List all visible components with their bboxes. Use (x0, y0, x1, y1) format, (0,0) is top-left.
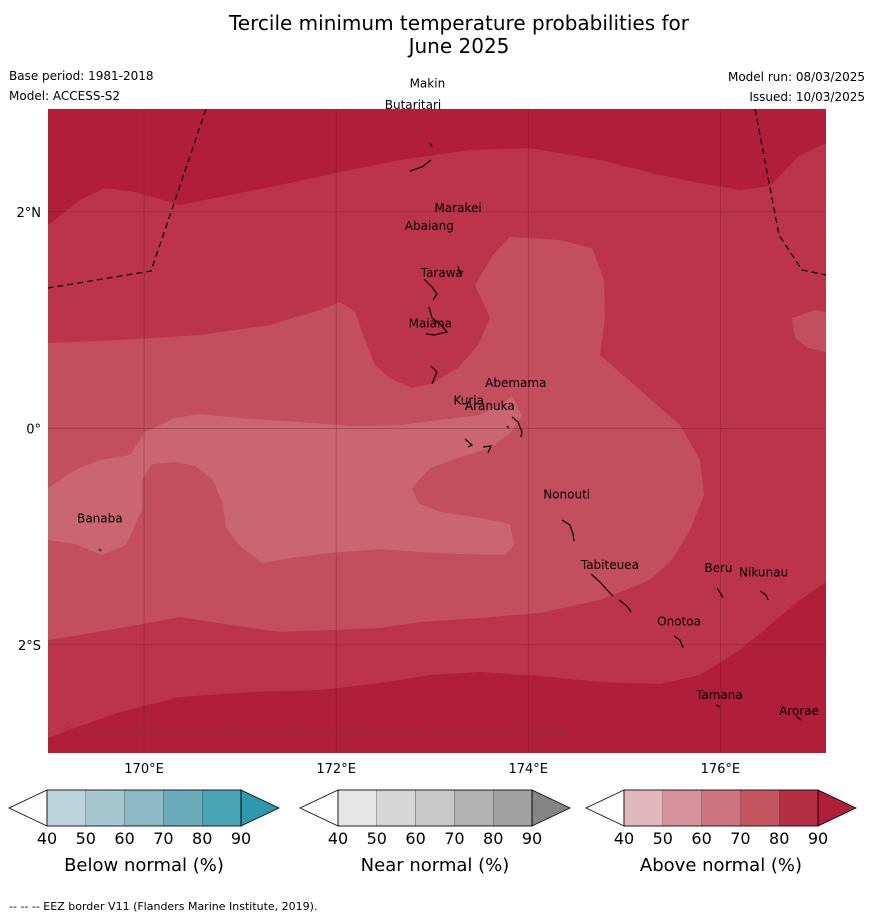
place-label: Tarawa (420, 266, 463, 280)
place-labels: Makin Butaritari Marakei Abaiang Tarawa Maian… (77, 76, 819, 718)
colorbar-segment (163, 789, 203, 827)
colorbar-label: Near normal (%) (361, 855, 510, 876)
colorbar-over-triangle (817, 789, 857, 827)
probability-field (48, 109, 826, 753)
place-label: Marakei (435, 201, 482, 215)
colorbar-legends: 40 50 60 70 80 90 Below normal (%) 40 50 60 70 80 90… (8, 789, 857, 876)
colorbar-segment (337, 789, 377, 827)
colorbar-segment (454, 789, 494, 827)
lon-tick-label: 170°E (124, 762, 164, 777)
place-label: Kuria (453, 393, 484, 407)
colorbar-segment (662, 789, 702, 827)
colorbar-segment (779, 789, 819, 827)
colorbar-tick: 40 (614, 829, 634, 848)
colorbar-tick: 40 (37, 829, 57, 848)
colorbar-tick: 70 (444, 829, 464, 848)
colorbar-tick: 80 (192, 829, 212, 848)
colorbar-segment (85, 789, 125, 827)
eez-border-note: -- -- -- EEZ border V11 (Flanders Marine… (9, 900, 318, 913)
lon-tick-label: 174°E (508, 762, 548, 777)
colorbar-tick: 80 (769, 829, 789, 848)
colorbar-segment (740, 789, 780, 827)
colorbar-segment (415, 789, 455, 827)
meta-right: Model run: 08/03/2025 Issued: 10/03/2025 (728, 67, 865, 107)
place-label: Abaiang (405, 219, 454, 233)
colorbar-tick: 60 (114, 829, 134, 848)
colorbar-tick: 80 (483, 829, 503, 848)
place-label: Beru (704, 561, 732, 575)
lon-tick-label: 172°E (316, 762, 356, 777)
place-label: Abemama (485, 376, 546, 390)
model-run: Model run: 08/03/2025 (727, 70, 865, 84)
issued-date: Issued: 10/03/2025 (749, 90, 865, 104)
band-60-70-patch (792, 310, 826, 352)
place-label: Nonouti (543, 488, 590, 502)
meta-left: Base period: 1981-2018 Model: ACCESS-S2 (9, 66, 154, 106)
band-50-60 (48, 396, 522, 563)
colorbar-over-triangle (531, 789, 571, 827)
colorbar-frame (623, 789, 819, 827)
colorbar-segment (493, 789, 533, 827)
place-label: Nikunau (739, 566, 788, 580)
place-label: Tabiteuea (580, 558, 639, 572)
base-period: Base period: 1981-2018 (9, 69, 154, 83)
colorbar-under-triangle (299, 789, 339, 827)
place-label: Makin (410, 76, 446, 90)
title-line-1: Tercile minimum temperature probabilitie… (228, 11, 690, 35)
colorbar-segment (376, 789, 416, 827)
graticule (48, 109, 826, 753)
place-label: Onotoa (657, 614, 701, 628)
colorbar-0: 40 50 60 70 80 90 Below normal (%) (8, 789, 280, 876)
colorbar-tick: 90 (231, 829, 251, 848)
colorbar-segment (124, 789, 164, 827)
place-label: Maiana (409, 317, 452, 331)
lat-tick-label: 0° (26, 422, 41, 437)
place-label: Tamana (695, 688, 743, 702)
colorbar-over-triangle (240, 789, 280, 827)
colorbar-tick: 50 (653, 829, 673, 848)
colorbar-segment (701, 789, 741, 827)
colorbar-tick: 60 (691, 829, 711, 848)
colorbar-frame (337, 789, 533, 827)
colorbar-tick: 70 (153, 829, 173, 848)
lon-tick-label: 176°E (701, 762, 741, 777)
place-label: Banaba (77, 511, 123, 525)
colorbar-tick: 60 (405, 829, 425, 848)
island-outlines (98, 142, 802, 721)
colorbar-2: 40 50 60 70 80 90 Above normal (%) (585, 789, 857, 876)
colorbar-label: Above normal (%) (640, 855, 802, 876)
map-title: Tercile minimum temperature probabilitie… (0, 12, 873, 58)
copyright-text: © Commonwealth of Australia 2025, Bureau… (62, 725, 567, 739)
colorbar-tick: 50 (76, 829, 96, 848)
place-label: Aranuka (465, 399, 515, 413)
colorbar-segment (623, 789, 663, 827)
colorbar-tick: 90 (808, 829, 828, 848)
colorbar-tick: 40 (328, 829, 348, 848)
title-line-2: June 2025 (408, 34, 510, 58)
model-name: Model: ACCESS-S2 (9, 89, 121, 103)
eez-border (48, 109, 826, 289)
place-label: Arorae (779, 704, 819, 718)
colorbar-segment (201, 789, 242, 827)
lat-tick-label: 2°S (18, 639, 41, 654)
axis-tick-labels: 170°E 172°E 174°E 176°E 2°N 0° 2°S (17, 206, 741, 777)
colorbar-tick: 90 (522, 829, 542, 848)
colorbar-1: 40 50 60 70 80 90 Near normal (%) (299, 789, 571, 876)
colorbar-segment (46, 789, 86, 827)
place-label: Butaritari (385, 98, 442, 112)
colorbar-under-triangle (8, 789, 48, 827)
colorbar-label: Below normal (%) (64, 855, 224, 876)
lat-tick-label: 2°N (17, 206, 42, 221)
colorbar-tick: 50 (367, 829, 387, 848)
colorbar-tick: 70 (730, 829, 750, 848)
colorbar-under-triangle (585, 789, 625, 827)
colorbar-frame (46, 789, 242, 827)
